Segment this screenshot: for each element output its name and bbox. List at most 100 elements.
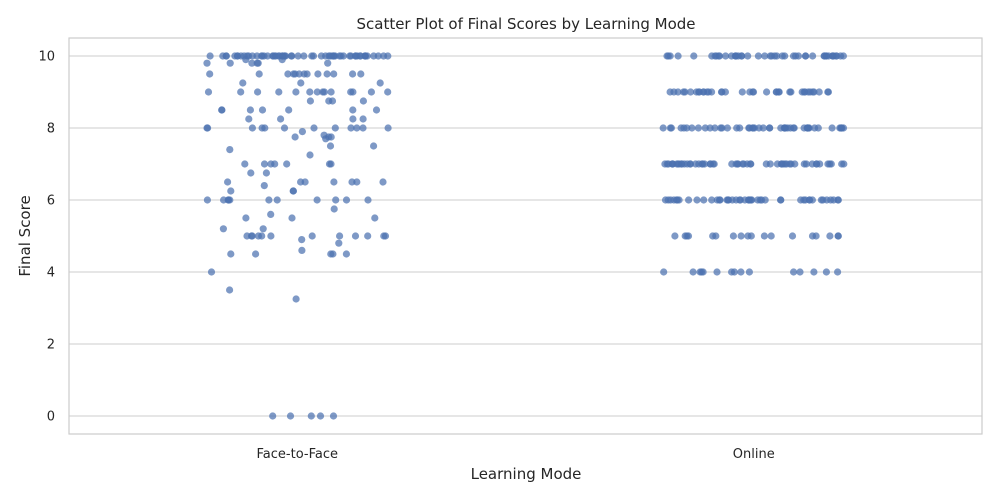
data-point xyxy=(749,88,758,96)
data-point xyxy=(754,52,763,60)
data-point xyxy=(258,106,267,114)
data-point xyxy=(734,52,742,60)
data-point xyxy=(728,160,736,168)
data-point xyxy=(291,133,299,141)
data-point xyxy=(668,160,676,168)
data-point xyxy=(224,196,233,204)
data-point xyxy=(692,88,701,96)
data-point xyxy=(248,52,256,60)
data-point xyxy=(303,70,311,78)
y-tick-label: 4 xyxy=(47,266,55,281)
data-point xyxy=(826,232,834,240)
data-point xyxy=(292,88,300,96)
data-point xyxy=(732,196,740,204)
data-point xyxy=(241,160,249,168)
data-point xyxy=(336,232,344,240)
data-point xyxy=(693,196,701,204)
data-point xyxy=(746,160,755,168)
x-tick-label: Online xyxy=(733,447,775,462)
data-point xyxy=(349,115,357,123)
data-point xyxy=(737,268,745,276)
data-point xyxy=(666,88,674,96)
data-point xyxy=(206,70,214,78)
data-point xyxy=(660,268,668,276)
data-point xyxy=(339,52,348,60)
data-point xyxy=(790,268,798,276)
data-point xyxy=(267,232,275,240)
data-point xyxy=(310,124,318,132)
data-point xyxy=(314,70,322,78)
data-point xyxy=(322,135,330,143)
data-point xyxy=(306,151,314,159)
data-point xyxy=(348,178,356,186)
data-point xyxy=(744,232,752,240)
data-point xyxy=(226,286,234,294)
data-point xyxy=(285,106,293,114)
data-point xyxy=(803,124,812,132)
data-point xyxy=(708,196,716,204)
data-point xyxy=(275,88,283,96)
data-point xyxy=(371,214,379,222)
data-point xyxy=(801,88,809,96)
data-point xyxy=(224,178,232,186)
data-point xyxy=(824,88,832,96)
data-point xyxy=(700,196,708,204)
data-point xyxy=(327,160,335,168)
data-point xyxy=(677,124,685,132)
data-point xyxy=(330,70,338,78)
data-point xyxy=(309,52,318,60)
data-point xyxy=(260,182,268,190)
data-point xyxy=(718,88,726,96)
data-point xyxy=(342,250,350,258)
data-point xyxy=(273,196,281,204)
data-point xyxy=(248,59,256,67)
data-point xyxy=(284,70,292,78)
data-point xyxy=(242,56,250,64)
data-point xyxy=(323,70,331,78)
data-point xyxy=(330,52,338,60)
data-point xyxy=(765,124,774,132)
data-point xyxy=(330,178,338,186)
data-point xyxy=(357,70,365,78)
data-point xyxy=(332,196,340,204)
data-point xyxy=(258,124,266,132)
data-point xyxy=(204,88,213,96)
data-point xyxy=(239,79,247,87)
y-tick-label: 0 xyxy=(47,410,55,425)
data-point xyxy=(689,268,697,276)
data-point xyxy=(773,52,781,60)
data-point xyxy=(711,52,719,60)
data-point xyxy=(683,160,691,168)
data-point xyxy=(219,225,227,233)
data-point xyxy=(760,232,769,240)
data-point xyxy=(808,160,816,168)
data-point xyxy=(834,232,842,240)
data-point xyxy=(280,124,289,132)
data-point xyxy=(790,124,798,132)
data-point xyxy=(709,232,717,240)
data-point xyxy=(253,59,261,67)
data-point xyxy=(269,412,277,420)
data-point xyxy=(258,52,266,60)
data-point xyxy=(659,124,667,132)
data-point xyxy=(313,196,321,204)
plot-frame xyxy=(68,37,983,435)
data-point xyxy=(384,88,392,96)
data-point xyxy=(226,59,234,67)
data-point xyxy=(738,88,746,96)
gridlines xyxy=(69,55,982,417)
data-point xyxy=(327,88,335,96)
data-point xyxy=(787,88,795,96)
data-point xyxy=(207,268,216,276)
data-point xyxy=(306,88,314,96)
data-point xyxy=(289,187,297,195)
data-point xyxy=(713,268,721,276)
data-point xyxy=(364,232,372,240)
y-tick-label: 6 xyxy=(47,194,55,209)
data-points xyxy=(203,52,848,420)
y-tick-label: 8 xyxy=(47,122,55,137)
data-point xyxy=(356,52,365,60)
data-point xyxy=(313,88,321,96)
y-tick-label: 10 xyxy=(38,50,55,65)
data-point xyxy=(838,160,846,168)
